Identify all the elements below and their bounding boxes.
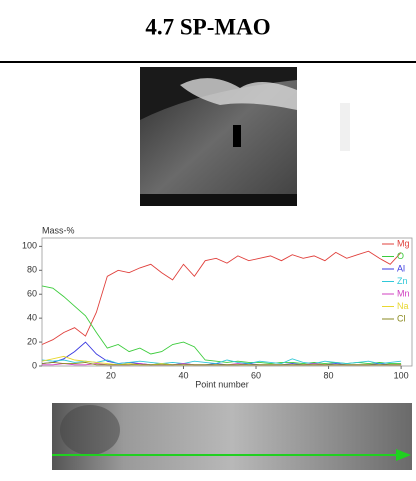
strip-image	[52, 403, 412, 470]
plot-frame	[42, 238, 412, 366]
rule	[0, 61, 416, 63]
legend-label: Zn	[397, 276, 408, 286]
sem-image	[140, 67, 297, 206]
series-line	[42, 286, 401, 364]
legend-label: Al	[397, 263, 405, 273]
legend-label: Cl	[397, 313, 406, 323]
x-tick-label: 20	[106, 370, 116, 380]
x-tick-label: 40	[178, 370, 188, 380]
x-tick-label: 100	[394, 370, 409, 380]
y-axis-label: Mass-%	[42, 225, 75, 235]
y-tick-label: 0	[32, 360, 37, 370]
legend-label: Na	[397, 301, 409, 311]
y-tick-label: 80	[27, 265, 37, 275]
y-tick-label: 40	[27, 313, 37, 323]
page-title: 4.7 SP-MAO	[145, 14, 270, 39]
legend-label: Mn	[397, 288, 410, 298]
legend-label: O	[397, 251, 404, 261]
y-tick-label: 20	[27, 336, 37, 346]
series-line	[42, 359, 401, 364]
x-tick-label: 80	[324, 370, 334, 380]
series-line	[42, 251, 401, 344]
x-axis-label: Point number	[195, 379, 249, 389]
y-tick-label: 60	[27, 289, 37, 299]
sem-marker	[340, 103, 350, 151]
legend-label: Mg	[397, 238, 410, 248]
x-tick-label: 60	[251, 370, 261, 380]
page: 4.7 SP-MAO Mass-% Point number 0 20 40 60 80…	[0, 0, 416, 481]
y-tick-label: 100	[22, 241, 37, 251]
